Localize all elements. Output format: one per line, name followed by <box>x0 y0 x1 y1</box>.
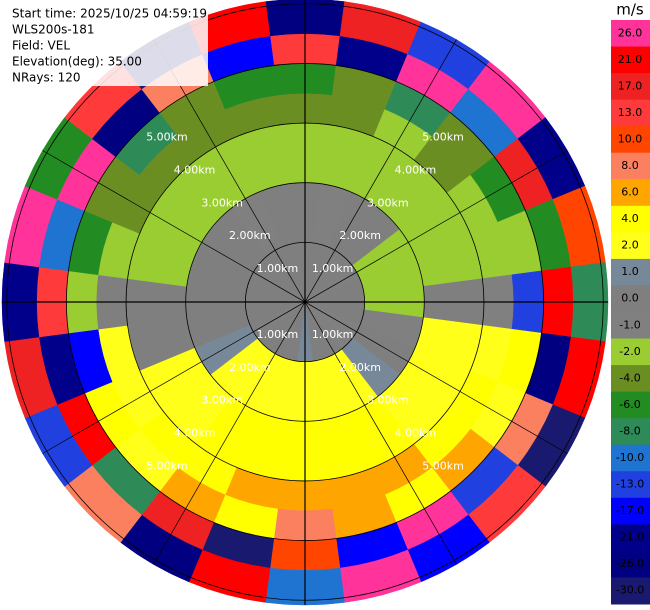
colorbar-block <box>611 391 650 419</box>
colorbar-label: 0.0 <box>621 292 639 305</box>
colorbar-block <box>611 46 650 74</box>
range-ring-label: 3.00km <box>367 196 409 209</box>
range-ring <box>185 182 425 422</box>
range-ring-label: 2.00km <box>229 229 271 242</box>
colorbar-block <box>611 179 650 207</box>
colorbar-label: 2.0 <box>621 239 639 252</box>
colorbar-block <box>611 365 650 393</box>
colorbar-block <box>611 152 650 180</box>
colorbar-label: 6.0 <box>621 186 639 199</box>
colorbar-block <box>611 577 650 605</box>
info-bg <box>8 4 208 86</box>
colorbar-label: -10.0 <box>616 451 644 464</box>
colorbar-block <box>611 471 650 499</box>
range-ring <box>125 122 485 482</box>
range-ring-label: 5.00km <box>422 131 464 144</box>
colorbar-label: 26.0 <box>618 26 643 39</box>
range-ring-label: 3.00km <box>367 394 409 407</box>
range-gate <box>188 1 271 55</box>
colorbar-label: -8.0 <box>619 424 640 437</box>
colorbar-label: -1.0 <box>619 318 640 331</box>
colorbar-block <box>611 126 650 154</box>
range-ring-label: 4.00km <box>174 427 216 440</box>
info-line: Start time: 2025/10/25 04:59:19 <box>12 7 207 21</box>
range-ring-label: 4.00km <box>395 427 437 440</box>
colorbar-block <box>611 497 650 525</box>
colorbar-block <box>611 285 650 313</box>
info-line: WLS200s-181 <box>12 23 95 37</box>
range-ring-label: 4.00km <box>395 163 437 176</box>
info-box: Start time: 2025/10/25 04:59:19 WLS200s-1… <box>8 4 208 86</box>
colorbar-block <box>611 205 650 233</box>
colorbar-label: -21.0 <box>616 531 644 544</box>
range-ring <box>66 63 544 541</box>
range-ring-label: 5.00km <box>422 459 464 472</box>
colorbar-label: -30.0 <box>616 584 644 597</box>
spoke <box>153 39 457 565</box>
colorbar: 26.0 21.0 17.0 13.0 10.0 8.0 6.0 4.0 2.0 1.0 0.0 -1… <box>611 20 650 605</box>
range-ring-label: 5.00km <box>146 459 188 472</box>
info-line: Field: VEL <box>12 39 70 53</box>
colorbar-label: 13.0 <box>618 106 643 119</box>
info-line: NRays: 120 <box>12 71 81 85</box>
range-ring-label: 4.00km <box>174 163 216 176</box>
colorbar-block <box>611 550 650 578</box>
colorbar-block <box>611 338 650 366</box>
colorbar-label: -26.0 <box>616 557 644 570</box>
colorbar-label: -6.0 <box>619 398 640 411</box>
colorbar-block <box>611 20 650 48</box>
range-ring-label: 1.00km <box>257 262 299 275</box>
colorbar-label: 8.0 <box>621 159 639 172</box>
range-ring-label: 1.00km <box>312 262 354 275</box>
ppi-grid: 1.00km 1.00km 1.00km 1.00km 2.00km 2.00km 2.00… <box>2 0 608 605</box>
colorbar-label: 17.0 <box>618 79 643 92</box>
colorbar-label: -17.0 <box>616 504 644 517</box>
info-line: Elevation(deg): 35.00 <box>12 55 142 69</box>
range-ring <box>6 3 604 601</box>
colorbar-block <box>611 258 650 286</box>
range-ring-label: 2.00km <box>339 361 381 374</box>
range-ring-label: 2.00km <box>339 229 381 242</box>
colorbar-block <box>611 444 650 472</box>
colorbar-block <box>611 312 650 340</box>
range-ring-label: 3.00km <box>201 196 243 209</box>
colorbar-label: 21.0 <box>618 53 643 66</box>
range-ring-label: 5.00km <box>146 131 188 144</box>
colorbar-label: -4.0 <box>619 371 640 384</box>
colorbar-label: 4.0 <box>621 212 639 225</box>
range-ring-label: 1.00km <box>312 328 354 341</box>
range-ring <box>244 241 366 363</box>
colorbar-block <box>611 99 650 127</box>
colorbar-block <box>611 232 650 260</box>
range-ring-label: 3.00km <box>201 394 243 407</box>
colorbar-label: 1.0 <box>621 265 639 278</box>
colorbar-block <box>611 524 650 552</box>
colorbar-label: 10.0 <box>618 132 643 145</box>
range-ring-label: 1.00km <box>257 328 299 341</box>
colorbar-block <box>611 418 650 446</box>
colorbar-unit: m/s <box>616 1 644 19</box>
colorbar-block <box>611 73 650 101</box>
range-ring-label: 2.00km <box>229 361 271 374</box>
colorbar-label: -13.0 <box>616 478 644 491</box>
colorbar-label: -2.0 <box>619 345 640 358</box>
